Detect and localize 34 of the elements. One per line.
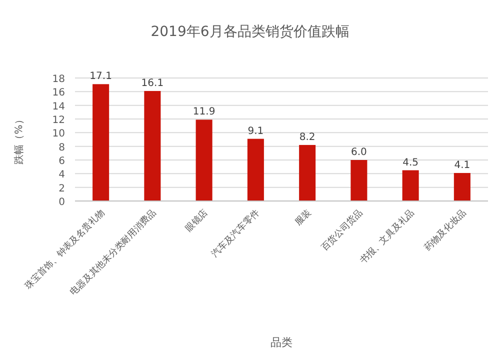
x-tick-label: 服装 [292,207,314,228]
bar [402,170,419,201]
data-label: 4.1 [454,160,470,171]
bar [350,160,368,201]
y-tick-label: 4 [58,170,65,181]
bar [454,172,470,201]
bar [196,120,212,201]
data-label: 9.1 [248,126,264,137]
x-tick-label: 百货公司货品 [319,207,366,254]
data-label: 8.2 [299,132,316,143]
y-tick-label: 16 [52,88,65,99]
y-tick-label: 18 [52,74,65,85]
bar [144,90,161,201]
y-tick-label: 14 [52,101,65,112]
x-tick-label: 眼镜店 [183,207,210,234]
data-label: 11.9 [192,106,216,118]
data-label: 6.0 [350,147,367,158]
bar [299,144,316,201]
y-tick-label: 10 [52,128,65,140]
y-tick-label: 6 [58,156,65,167]
y-tick-label: 0 [58,197,65,208]
bar [247,138,264,201]
data-label: 17.1 [90,71,112,82]
bar [92,84,110,201]
y-tick-label: 8 [58,142,65,154]
y-tick-label: 12 [52,115,65,126]
chart-title: 2019年6月各品类销货价值跌幅 [150,24,350,40]
data-label: 16.1 [141,78,164,89]
x-tick-label: 汽车及汽车零件 [209,207,262,260]
x-tick-label: 药物及化妆品 [422,207,468,254]
y-axis-title: 跌幅（%） [13,114,25,164]
data-label: 4.5 [402,157,419,168]
x-axis-title: 品类 [270,336,292,349]
y-tick-label: 2 [58,183,65,194]
